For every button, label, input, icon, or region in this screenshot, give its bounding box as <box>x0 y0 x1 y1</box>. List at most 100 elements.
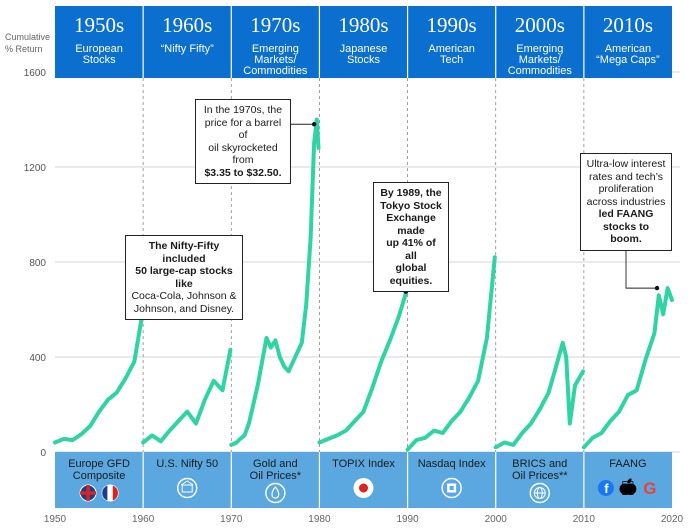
y-axis-title-line2: % Return <box>5 44 43 54</box>
ann-text: By 1989, the <box>380 187 442 199</box>
ann-text: Coca-Cola, Johnson & <box>131 290 237 302</box>
chip-icon <box>441 477 462 499</box>
ann-text: across industries <box>586 195 666 208</box>
ann-text: stocks to boom. <box>602 220 650 246</box>
x-tick-label: 1960 <box>132 514 155 525</box>
series-line <box>405 255 497 452</box>
index-label: Gold and <box>253 458 298 470</box>
index-label: Oil Prices* <box>250 470 302 482</box>
decade-theme-label: Commodities <box>243 65 308 77</box>
decade-theme-label: Stocks <box>83 54 117 66</box>
icon-part <box>597 480 614 496</box>
x-tick-label: 2010 <box>573 514 596 525</box>
icon-part <box>177 477 198 499</box>
decade-theme-label: Emerging <box>252 43 299 55</box>
decade-theme-label: Japanese <box>340 43 388 55</box>
y-tick-label: 0 <box>40 448 46 459</box>
ann-text: led FAANG <box>598 208 654 220</box>
x-axis-ticks: 1950 1960 1970 1980 1990 2000 2010 2020 <box>44 514 684 525</box>
decade-label: 1960s <box>162 13 212 37</box>
index-label: Nasdaq Index <box>418 458 486 470</box>
icon-part <box>441 477 462 499</box>
decade-theme-label: American <box>605 43 651 55</box>
ann-text: oil skyrocketed from <box>208 141 278 167</box>
x-tick-label: 1950 <box>44 514 67 525</box>
y-tick-label: 800 <box>29 258 46 269</box>
icon-part <box>359 483 368 493</box>
index-label: BRICS and <box>512 458 567 470</box>
icon-part <box>265 482 286 504</box>
decade-theme-label: Tech <box>440 54 463 66</box>
annotation-nifty-fifty: The Nifty-Fifty included 50 large-cap st… <box>125 235 243 320</box>
icon-part <box>449 486 454 490</box>
y-tick-label: 1200 <box>24 163 47 174</box>
japan-flag-icon <box>353 478 374 498</box>
building-icon <box>177 477 198 499</box>
decade-theme-label: European <box>75 43 123 55</box>
decade-theme-label: “Mega Caps” <box>596 54 660 66</box>
google-icon: G <box>643 479 656 498</box>
apple-icon:  <box>619 478 637 500</box>
series-line <box>581 286 674 450</box>
ann-text: global equities. <box>389 262 433 287</box>
oil-drop-icon <box>265 482 286 504</box>
y-axis-ticks: 0 400 800 1200 1600 <box>24 68 47 459</box>
y-tick-label: 400 <box>29 353 46 364</box>
index-label: FAANG <box>609 458 646 470</box>
annotation-point <box>311 122 317 127</box>
index-label: TOPIX Index <box>332 458 395 470</box>
decade-theme-label: Emerging <box>516 43 563 55</box>
annotation-faang: Ultra-low interest rates and tech’s prol… <box>580 153 672 251</box>
series-line <box>229 117 321 447</box>
series-line <box>141 347 233 445</box>
decade-theme-label: American <box>428 43 474 55</box>
icon-part <box>180 480 194 486</box>
ann-text: proliferation <box>598 183 654 195</box>
ann-text: $3.35 to $32.50. <box>204 166 282 179</box>
icon-part: f <box>604 481 609 496</box>
france-flag-icon <box>101 484 119 502</box>
icon-part <box>112 485 118 501</box>
ann-text: In the 1970s, the <box>203 104 283 116</box>
decade-label: 1970s <box>250 13 300 37</box>
ann-text: Exchange made <box>386 212 436 237</box>
index-label: Composite <box>73 470 126 482</box>
decade-theme-label: Stocks <box>347 54 381 66</box>
y-axis-title-line1: Cumulative <box>5 32 50 42</box>
decade-theme-label: Markets/ <box>254 54 297 66</box>
x-tick-label: 1990 <box>396 514 419 525</box>
icon-part <box>627 478 632 484</box>
ann-text: Johnson, and Disney. <box>133 302 235 315</box>
ann-text: rates and tech’s <box>589 170 663 183</box>
x-tick-label: 2020 <box>661 514 684 525</box>
series-line <box>493 340 585 450</box>
decade-label: 1980s <box>338 13 388 37</box>
annotation-tokyo: By 1989, the Tokyo Stock Exchange made u… <box>373 182 449 292</box>
series-lines <box>53 117 674 452</box>
decade-theme-label: “Nifty Fifty” <box>161 43 214 55</box>
x-tick-label: 2000 <box>485 514 508 525</box>
decade-label: 2010s <box>603 13 653 37</box>
annotation-oil: In the 1970s, the price for a barrel of … <box>195 99 291 184</box>
icon-part <box>102 485 108 501</box>
icon-part <box>625 483 637 495</box>
x-tick-label: 1980 <box>308 514 331 525</box>
ann-text: price for a barrel of <box>204 116 282 142</box>
header-background <box>55 6 672 78</box>
annotation-point <box>654 285 660 291</box>
decade-label: 2000s <box>515 13 565 37</box>
icon-part <box>529 482 550 504</box>
uk-flag-icon <box>79 484 97 502</box>
ann-text: 50 large-cap stocks like <box>135 265 233 290</box>
ann-text: The Nifty-Fifty included <box>148 240 220 265</box>
icon-part <box>181 484 193 493</box>
annotation-leader-line <box>625 232 658 289</box>
icon-part <box>86 485 90 501</box>
y-tick-label: 1600 <box>24 68 47 79</box>
globe-icon <box>529 482 550 504</box>
ann-text: Ultra-low interest <box>586 158 666 170</box>
index-label: U.S. Nifty 50 <box>156 458 218 470</box>
